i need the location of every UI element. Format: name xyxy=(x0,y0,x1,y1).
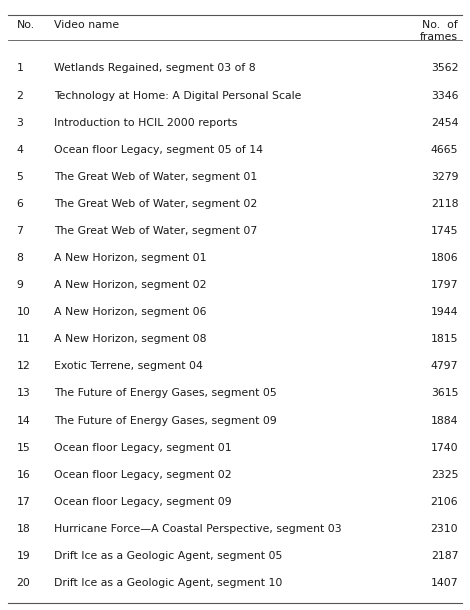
Text: The Future of Energy Gases, segment 09: The Future of Energy Gases, segment 09 xyxy=(54,415,277,426)
Text: 14: 14 xyxy=(16,415,30,426)
Text: Technology at Home: A Digital Personal Scale: Technology at Home: A Digital Personal S… xyxy=(54,90,301,101)
Text: 3562: 3562 xyxy=(431,63,458,73)
Text: 15: 15 xyxy=(16,443,30,453)
Text: 1407: 1407 xyxy=(431,578,458,588)
Text: 2: 2 xyxy=(16,90,24,101)
Text: 4: 4 xyxy=(16,145,24,155)
Text: A New Horizon, segment 06: A New Horizon, segment 06 xyxy=(54,307,206,317)
Text: 2106: 2106 xyxy=(431,497,458,507)
Text: Ocean floor Legacy, segment 02: Ocean floor Legacy, segment 02 xyxy=(54,470,232,479)
Text: 2118: 2118 xyxy=(431,199,458,209)
Text: Drift Ice as a Geologic Agent, segment 05: Drift Ice as a Geologic Agent, segment 0… xyxy=(54,551,282,561)
Text: 1806: 1806 xyxy=(431,253,458,263)
Text: 19: 19 xyxy=(16,551,30,561)
Text: No.: No. xyxy=(16,20,35,30)
Text: 13: 13 xyxy=(16,389,30,398)
Text: 1944: 1944 xyxy=(431,307,458,317)
Text: 5: 5 xyxy=(16,172,24,182)
Text: 7: 7 xyxy=(16,226,24,236)
Text: Video name: Video name xyxy=(54,20,119,30)
Text: 4665: 4665 xyxy=(431,145,458,155)
Text: 18: 18 xyxy=(16,524,30,534)
Text: Drift Ice as a Geologic Agent, segment 10: Drift Ice as a Geologic Agent, segment 1… xyxy=(54,578,282,588)
Text: 8: 8 xyxy=(16,253,24,263)
Text: Introduction to HCIL 2000 reports: Introduction to HCIL 2000 reports xyxy=(54,118,237,127)
Text: 6: 6 xyxy=(16,199,24,209)
Text: 1815: 1815 xyxy=(431,334,458,344)
Text: Exotic Terrene, segment 04: Exotic Terrene, segment 04 xyxy=(54,361,203,371)
Text: 3: 3 xyxy=(16,118,24,127)
Text: Ocean floor Legacy, segment 09: Ocean floor Legacy, segment 09 xyxy=(54,497,232,507)
Text: 16: 16 xyxy=(16,470,30,479)
Text: The Great Web of Water, segment 07: The Great Web of Water, segment 07 xyxy=(54,226,257,236)
Text: 9: 9 xyxy=(16,280,24,290)
Text: 2310: 2310 xyxy=(431,524,458,534)
Text: A New Horizon, segment 02: A New Horizon, segment 02 xyxy=(54,280,206,290)
Text: 2325: 2325 xyxy=(431,470,458,479)
Text: 1745: 1745 xyxy=(431,226,458,236)
Text: 3346: 3346 xyxy=(431,90,458,101)
Text: 1740: 1740 xyxy=(431,443,458,453)
Text: 10: 10 xyxy=(16,307,31,317)
Text: 1797: 1797 xyxy=(431,280,458,290)
Text: Hurricane Force—A Coastal Perspective, segment 03: Hurricane Force—A Coastal Perspective, s… xyxy=(54,524,342,534)
Text: No.  of
frames: No. of frames xyxy=(420,20,458,41)
Text: 2454: 2454 xyxy=(431,118,458,127)
Text: Ocean floor Legacy, segment 01: Ocean floor Legacy, segment 01 xyxy=(54,443,232,453)
Text: A New Horizon, segment 01: A New Horizon, segment 01 xyxy=(54,253,206,263)
Text: 3615: 3615 xyxy=(431,389,458,398)
Text: 3279: 3279 xyxy=(431,172,458,182)
Text: 17: 17 xyxy=(16,497,30,507)
Text: The Great Web of Water, segment 02: The Great Web of Water, segment 02 xyxy=(54,199,257,209)
Text: 1884: 1884 xyxy=(431,415,458,426)
Text: 2187: 2187 xyxy=(431,551,458,561)
Text: The Great Web of Water, segment 01: The Great Web of Water, segment 01 xyxy=(54,172,257,182)
Text: The Future of Energy Gases, segment 05: The Future of Energy Gases, segment 05 xyxy=(54,389,277,398)
Text: 1: 1 xyxy=(16,63,24,73)
Text: A New Horizon, segment 08: A New Horizon, segment 08 xyxy=(54,334,206,344)
Text: 12: 12 xyxy=(16,361,30,371)
Text: 11: 11 xyxy=(16,334,30,344)
Text: Ocean floor Legacy, segment 05 of 14: Ocean floor Legacy, segment 05 of 14 xyxy=(54,145,263,155)
Text: Wetlands Regained, segment 03 of 8: Wetlands Regained, segment 03 of 8 xyxy=(54,63,256,73)
Text: 4797: 4797 xyxy=(431,361,458,371)
Text: 20: 20 xyxy=(16,578,31,588)
